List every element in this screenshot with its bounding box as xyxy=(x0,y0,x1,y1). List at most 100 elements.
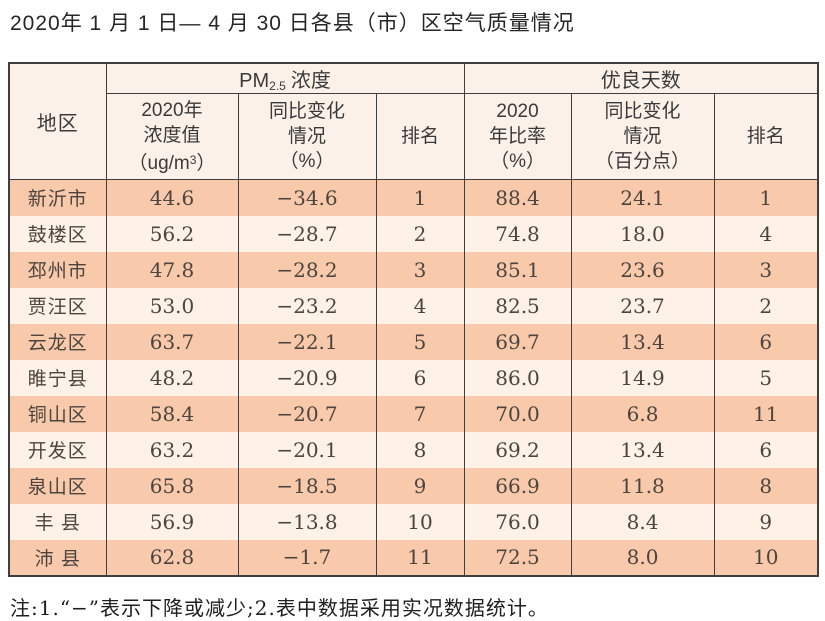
air-quality-table: 地区 PM2.5 浓度 优良天数 2020年 浓度值 （ug/m3） 同比变化 情… xyxy=(8,62,820,577)
region-cell: 云龙区 xyxy=(8,323,107,360)
header-line: （百分点） xyxy=(595,151,691,172)
concentration-change-cell: −18.5 xyxy=(237,467,377,504)
header-line-unit: （ug/m3） xyxy=(107,148,238,176)
pm25-subscript: 2.5 xyxy=(269,79,286,93)
region-cell: 泉山区 xyxy=(8,467,107,504)
concentration-change-cell: −28.7 xyxy=(237,215,377,252)
concentration-cell: 65.8 xyxy=(105,467,239,504)
concentration-cell: 53.0 xyxy=(105,287,239,324)
region-cell: 开发区 xyxy=(8,431,107,468)
good-days-rank-cell: 6 xyxy=(713,431,819,468)
concentration-change-cell: −28.2 xyxy=(237,251,377,288)
column-header-concentration: 2020年 浓度值 （ug/m3） xyxy=(105,93,239,180)
pm25-rank-cell: 10 xyxy=(375,503,465,540)
good-days-change-cell: 23.7 xyxy=(570,287,715,324)
column-header-concentration-change: 同比变化 情况 （%） xyxy=(237,93,377,180)
header-line: （%） xyxy=(279,151,335,172)
header-line: 情况 xyxy=(287,126,326,147)
good-days-ratio-cell: 76.0 xyxy=(463,503,572,540)
column-header-good-days-rank: 排名 xyxy=(713,93,819,180)
table-row: 泉山区 65.8 −18.5 9 66.9 11.8 8 xyxy=(8,467,819,504)
good-days-change-cell: 18.0 xyxy=(570,215,715,252)
good-days-ratio-cell: 88.4 xyxy=(463,179,572,216)
good-days-ratio-cell: 69.7 xyxy=(463,323,572,360)
concentration-change-cell: −20.1 xyxy=(237,431,377,468)
column-header-good-days-ratio: 2020 年比率 （%） xyxy=(463,93,572,180)
table-row: 云龙区 63.7 −22.1 5 69.7 13.4 6 xyxy=(8,323,819,360)
column-group-good-days: 优良天数 xyxy=(463,63,819,94)
concentration-cell: 56.2 xyxy=(105,215,239,252)
good-days-rank-cell: 9 xyxy=(713,503,819,540)
unit-suffix: ） xyxy=(196,152,216,174)
good-days-ratio-cell: 72.5 xyxy=(463,539,572,576)
table-row: 开发区 63.2 −20.1 8 69.2 13.4 6 xyxy=(8,431,819,468)
good-days-change-cell: 13.4 xyxy=(570,323,715,360)
good-days-change-cell: 8.4 xyxy=(570,503,715,540)
header-line: 2020年 xyxy=(141,99,203,121)
pm25-rank-cell: 4 xyxy=(375,287,465,324)
page-title: 2020年 1 月 1 日— 4 月 30 日各县（市）区空气质量情况 xyxy=(10,12,575,35)
good-days-change-cell: 8.0 xyxy=(570,539,715,576)
region-cell: 邳州市 xyxy=(8,251,107,288)
concentration-change-cell: −20.7 xyxy=(237,395,377,432)
good-days-change-cell: 6.8 xyxy=(570,395,715,432)
good-days-rank-cell: 2 xyxy=(713,287,819,324)
good-days-ratio-cell: 69.2 xyxy=(463,431,572,468)
pm25-rank-cell: 5 xyxy=(375,323,465,360)
concentration-change-cell: −20.9 xyxy=(237,359,377,396)
good-days-rank-cell: 1 xyxy=(713,179,819,216)
table-row: 鼓楼区 56.2 −28.7 2 74.8 18.0 4 xyxy=(8,215,819,252)
good-days-rank-cell: 8 xyxy=(713,467,819,504)
table-row: 铜山区 58.4 −20.7 7 70.0 6.8 11 xyxy=(8,395,819,432)
unit-superscript: 3 xyxy=(189,152,197,167)
good-days-rank-cell: 3 xyxy=(713,251,819,288)
pm25-label-suffix: 浓度 xyxy=(290,70,331,92)
table-row: 沛 县 62.8 −1.7 11 72.5 8.0 10 xyxy=(8,539,819,576)
pm25-rank-cell: 7 xyxy=(375,395,465,432)
concentration-cell: 47.8 xyxy=(105,251,239,288)
header-line: 同比变化 xyxy=(604,101,681,122)
good-days-rank-cell: 11 xyxy=(713,395,819,432)
pm25-rank-cell: 1 xyxy=(375,179,465,216)
good-days-change-cell: 14.9 xyxy=(570,359,715,396)
good-days-change-cell: 24.1 xyxy=(570,179,715,216)
header-group-row: 地区 PM2.5 浓度 优良天数 xyxy=(8,63,819,180)
footnote: 注:1.“−”表示下降或减少;2.表中数据采用实况数据统计。 xyxy=(10,595,549,620)
good-days-rank-cell: 10 xyxy=(713,539,819,576)
header-line: （%） xyxy=(490,151,545,172)
header-subrow: 2020年 浓度值 （ug/m3） 同比变化 情况 （%） 排名 2020 年比… xyxy=(9,93,819,180)
pm25-label-prefix: PM xyxy=(239,70,270,92)
good-days-ratio-cell: 85.1 xyxy=(463,251,572,288)
table-row: 邳州市 47.8 −28.2 3 85.1 23.6 3 xyxy=(8,251,819,288)
table-row: 新沂市 44.6 −34.6 1 88.4 24.1 1 xyxy=(8,179,819,216)
column-group-pm25: PM2.5 浓度 xyxy=(105,63,465,94)
concentration-cell: 48.2 xyxy=(105,359,239,396)
header-line: 年比率 xyxy=(489,126,547,147)
region-cell: 沛 县 xyxy=(8,539,107,576)
concentration-change-cell: −22.1 xyxy=(237,323,377,360)
region-cell: 睢宁县 xyxy=(8,359,107,396)
table-header: 地区 PM2.5 浓度 优良天数 2020年 浓度值 （ug/m3） 同比变化 情… xyxy=(8,63,819,180)
header-line: 浓度值 xyxy=(143,124,201,146)
pm25-rank-cell: 9 xyxy=(375,467,465,504)
region-cell: 鼓楼区 xyxy=(8,215,107,252)
header-line: 情况 xyxy=(623,126,662,147)
good-days-change-cell: 11.8 xyxy=(570,467,715,504)
region-cell: 新沂市 xyxy=(8,179,107,216)
concentration-change-cell: −23.2 xyxy=(237,287,377,324)
concentration-cell: 44.6 xyxy=(105,179,239,216)
header-line: 2020 xyxy=(496,101,539,122)
concentration-change-cell: −13.8 xyxy=(237,503,377,540)
good-days-ratio-cell: 86.0 xyxy=(463,359,572,396)
header-line: 同比变化 xyxy=(268,101,345,122)
region-cell: 贾汪区 xyxy=(8,287,107,324)
table-row: 睢宁县 48.2 −20.9 6 86.0 14.9 5 xyxy=(8,359,819,396)
good-days-rank-cell: 6 xyxy=(713,323,819,360)
pm25-rank-cell: 3 xyxy=(375,251,465,288)
region-cell: 铜山区 xyxy=(8,395,107,432)
good-days-change-cell: 13.4 xyxy=(570,431,715,468)
concentration-cell: 63.2 xyxy=(105,431,239,468)
region-cell: 丰 县 xyxy=(8,503,107,540)
concentration-cell: 58.4 xyxy=(105,395,239,432)
concentration-change-cell: −1.7 xyxy=(237,539,377,576)
